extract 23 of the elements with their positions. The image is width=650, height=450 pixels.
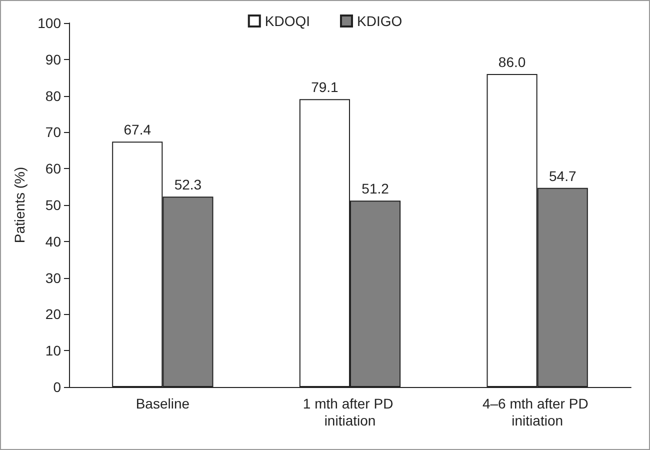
x-tick-label: 4–6 mth after PD initiation (482, 396, 592, 428)
x-tick-label: 1 mth after PD initiation (302, 396, 398, 428)
y-tick-label: 10 (45, 342, 62, 359)
text: 67.4 (124, 122, 151, 138)
text: 79.1 (311, 79, 338, 96)
y-tick-label: 50 (45, 197, 62, 213)
text: 86.0 (498, 54, 526, 70)
y-axis-title: Patients (%) (12, 166, 28, 244)
text: 52.3 (174, 176, 202, 193)
y-tick-label: 20 (45, 306, 62, 322)
y-tick-label: 60 (45, 160, 62, 177)
x-tick-label: Baseline (136, 396, 190, 412)
y-tick-label: 30 (45, 270, 62, 286)
y-tick-label: 40 (45, 233, 62, 250)
y-tick-label: 0 (53, 379, 62, 395)
y-tick-label: 70 (45, 124, 62, 140)
y-tick-label: 90 (45, 51, 62, 68)
legend-label: KDOQI (264, 13, 310, 29)
text: 54.7 (549, 168, 576, 184)
legend-label: KDIGO (357, 13, 402, 29)
y-tick-label: 100 (38, 15, 62, 31)
text: 51.2 (362, 180, 389, 197)
y-tick-label: 80 (45, 88, 62, 104)
